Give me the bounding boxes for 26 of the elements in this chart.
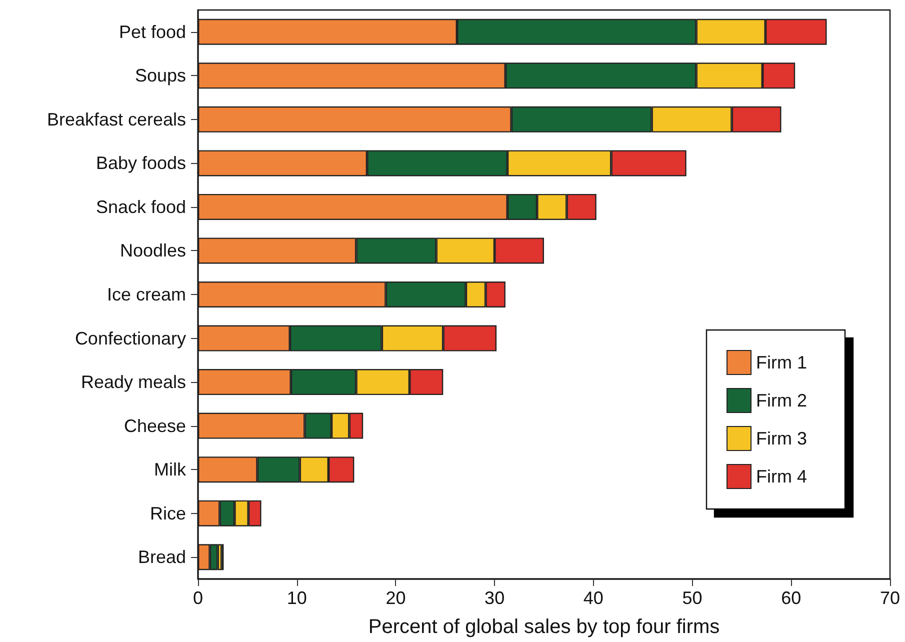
legend-label: Firm 3 [756, 428, 808, 448]
y-tick-label: Bread [138, 547, 186, 568]
y-tick-label: Rice [150, 503, 186, 524]
x-tick-label: 40 [583, 588, 604, 608]
x-tick-label: 30 [484, 588, 505, 608]
x-tick-label: 0 [192, 588, 204, 608]
x-tick-label: 50 [682, 588, 702, 608]
y-tick-label: Ready meals [80, 372, 186, 392]
y-tick-label: Snack food [96, 196, 186, 217]
y-tick-label: Pet food [118, 22, 186, 42]
legend-label: Firm 4 [756, 466, 808, 486]
y-tick-label: Confectionary [74, 328, 186, 348]
y-tick-label: Noodles [120, 240, 186, 261]
x-tick-label: 20 [386, 588, 406, 608]
x-tick-label: 60 [781, 588, 802, 608]
legend-label: Firm 2 [756, 390, 808, 410]
x-tick-label: 70 [880, 588, 900, 608]
y-tick-label: Milk [154, 460, 187, 480]
y-tick-label: Ice cream [106, 284, 186, 304]
y-tick-label: Soups [134, 66, 186, 86]
y-tick-label: Baby foods [96, 153, 186, 174]
y-tick-label: Breakfast cereals [46, 109, 186, 130]
y-tick-label: Cheese [124, 416, 186, 436]
legend-label: Firm 1 [756, 352, 808, 372]
x-axis-title: Percent of global sales by top four firms [368, 616, 720, 638]
x-tick-label: 10 [286, 588, 307, 608]
